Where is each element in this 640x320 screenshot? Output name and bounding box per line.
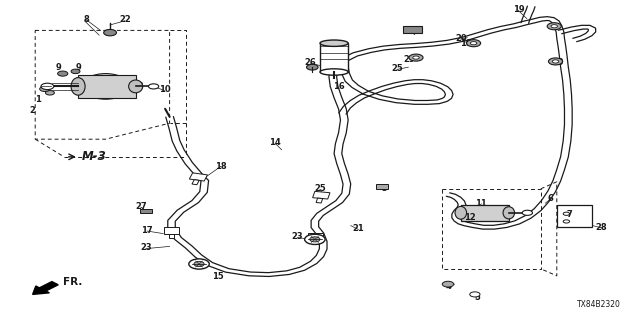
Text: 9: 9 xyxy=(56,63,61,72)
Bar xyxy=(403,26,422,33)
Text: 16: 16 xyxy=(333,82,345,91)
Circle shape xyxy=(148,84,159,89)
Text: 22: 22 xyxy=(119,15,131,24)
Text: 29: 29 xyxy=(552,58,564,67)
Circle shape xyxy=(310,237,320,242)
FancyArrow shape xyxy=(33,282,58,294)
Circle shape xyxy=(442,281,454,287)
Text: FR.: FR. xyxy=(63,277,82,287)
Bar xyxy=(316,198,323,203)
Text: 23: 23 xyxy=(292,232,303,241)
Text: 15: 15 xyxy=(212,272,223,281)
Text: 2: 2 xyxy=(29,106,35,115)
Text: 19: 19 xyxy=(513,5,524,14)
Circle shape xyxy=(470,42,477,45)
Circle shape xyxy=(305,234,325,244)
Circle shape xyxy=(522,210,532,215)
Text: 25: 25 xyxy=(314,184,326,193)
Bar xyxy=(557,205,592,227)
Circle shape xyxy=(104,29,116,36)
Text: 11: 11 xyxy=(476,199,487,208)
Bar xyxy=(313,239,318,244)
Text: 14: 14 xyxy=(269,138,281,147)
Circle shape xyxy=(307,64,318,70)
Ellipse shape xyxy=(320,69,348,75)
Text: 4: 4 xyxy=(445,282,451,291)
Text: 6: 6 xyxy=(547,194,554,203)
Circle shape xyxy=(58,71,68,76)
Bar xyxy=(461,205,509,221)
Text: 12: 12 xyxy=(465,213,476,222)
Circle shape xyxy=(548,58,563,65)
Circle shape xyxy=(409,54,423,61)
Text: 28: 28 xyxy=(596,223,607,232)
Bar xyxy=(308,233,323,239)
Text: 5: 5 xyxy=(474,293,480,302)
Circle shape xyxy=(45,91,54,95)
Text: 7: 7 xyxy=(567,210,572,219)
Circle shape xyxy=(470,292,480,297)
Ellipse shape xyxy=(71,77,85,95)
Circle shape xyxy=(547,23,561,30)
Ellipse shape xyxy=(503,207,515,219)
Text: 18: 18 xyxy=(215,162,227,171)
Text: 13: 13 xyxy=(132,82,143,91)
Bar xyxy=(169,234,174,238)
Text: 23: 23 xyxy=(140,244,152,252)
Bar xyxy=(312,191,330,199)
Bar xyxy=(140,209,152,213)
Bar xyxy=(192,180,199,185)
Text: TX84B2320: TX84B2320 xyxy=(577,300,621,309)
Ellipse shape xyxy=(455,206,467,219)
Circle shape xyxy=(413,56,419,59)
Text: 25: 25 xyxy=(391,64,403,73)
Circle shape xyxy=(71,69,80,74)
Circle shape xyxy=(552,60,559,63)
Circle shape xyxy=(551,25,557,28)
Ellipse shape xyxy=(129,80,143,93)
Bar xyxy=(376,184,388,189)
Text: 9: 9 xyxy=(76,63,81,72)
Text: 3: 3 xyxy=(381,184,387,193)
Ellipse shape xyxy=(82,74,130,99)
Text: 17: 17 xyxy=(141,226,153,235)
Text: 8: 8 xyxy=(84,15,89,24)
Text: 26: 26 xyxy=(305,58,316,67)
Text: 20: 20 xyxy=(455,34,467,43)
Bar xyxy=(320,43,348,72)
Circle shape xyxy=(189,259,209,269)
Ellipse shape xyxy=(320,40,348,46)
Bar xyxy=(164,227,179,234)
Bar xyxy=(189,173,207,181)
Circle shape xyxy=(563,212,570,215)
Bar xyxy=(78,75,136,98)
Text: 10: 10 xyxy=(460,39,472,48)
Circle shape xyxy=(40,86,50,92)
Text: 24: 24 xyxy=(410,26,422,35)
Circle shape xyxy=(467,40,481,47)
Circle shape xyxy=(563,220,570,223)
Circle shape xyxy=(41,83,54,90)
Text: 27: 27 xyxy=(135,202,147,211)
Text: 10: 10 xyxy=(159,85,170,94)
Text: 21: 21 xyxy=(353,224,364,233)
Circle shape xyxy=(194,261,204,267)
Text: 1: 1 xyxy=(35,95,42,104)
Text: 29: 29 xyxy=(404,55,415,64)
Text: M-3: M-3 xyxy=(82,150,107,163)
